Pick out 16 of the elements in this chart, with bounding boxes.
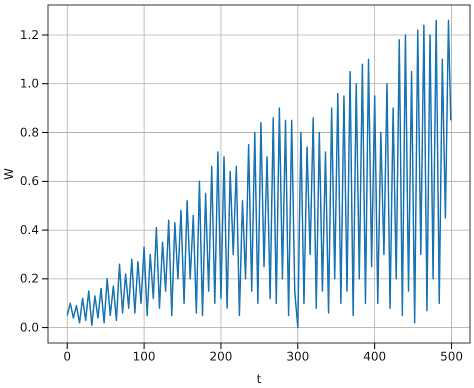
y-tick-label: 0.8 — [20, 125, 39, 140]
x-tick-label: 500 — [440, 350, 464, 364]
y-tick-label: 0.2 — [20, 272, 39, 286]
x-axis-title: t — [256, 372, 262, 386]
x-tick-label: 0 — [63, 350, 72, 364]
x-tick-label: 200 — [210, 350, 232, 364]
y-tick-label: 0.6 — [20, 174, 39, 188]
x-tick-label: 100 — [132, 350, 156, 364]
line-series — [66, 20, 452, 328]
y-tick-label: 1.2 — [20, 28, 39, 42]
y-axis-title: W — [2, 168, 16, 180]
y-tick-label: 1.0 — [20, 76, 39, 91]
x-tick-label: 300 — [286, 350, 310, 364]
y-tick-label: 0.0 — [20, 320, 39, 334]
y-tick-label: 0.4 — [20, 222, 39, 237]
x-tick-label: 400 — [363, 350, 386, 364]
